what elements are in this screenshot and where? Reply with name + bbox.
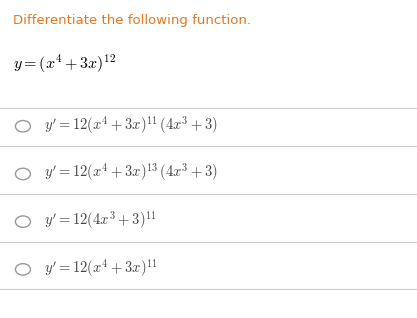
Text: $y' = 12(x^4 + 3x)^{11}\,(4x^3 + 3)$: $y' = 12(x^4 + 3x)^{11}\,(4x^3 + 3)$: [44, 114, 218, 135]
Text: $y' = 12(x^4 + 3x)^{11}$: $y' = 12(x^4 + 3x)^{11}$: [44, 257, 158, 279]
Text: $y' = 12(4x^3 + 3)^{11}$: $y' = 12(4x^3 + 3)^{11}$: [44, 209, 156, 231]
Text: Differentiate the following function.: Differentiate the following function.: [13, 14, 251, 27]
Text: $y = (x^4 + 3x)^{12}$: $y = (x^4 + 3x)^{12}$: [13, 52, 116, 75]
Text: $y' = 12(x^4 + 3x)^{13}\,(4x^3 + 3)$: $y' = 12(x^4 + 3x)^{13}\,(4x^3 + 3)$: [44, 162, 218, 183]
